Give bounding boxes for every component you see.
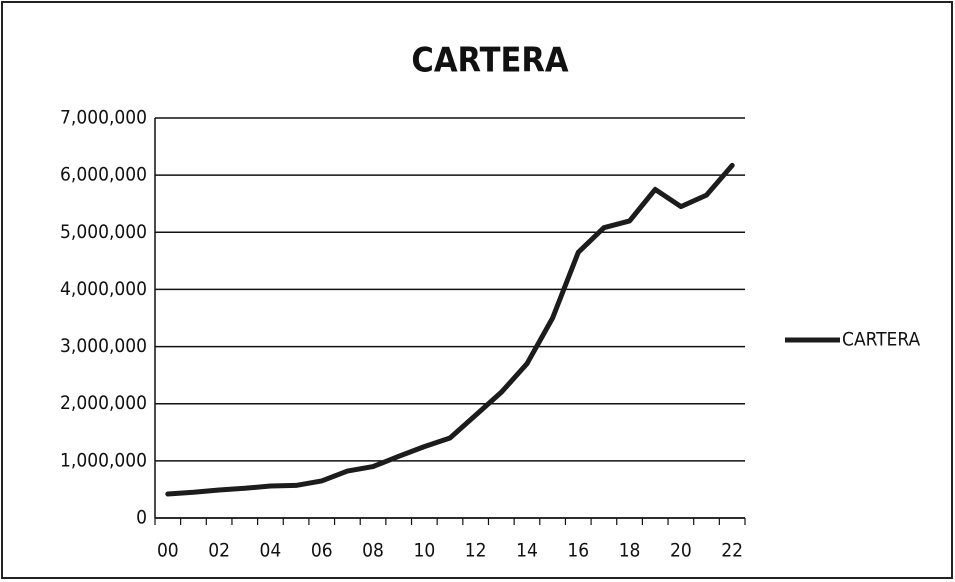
x-tick-label: 00: [157, 540, 179, 562]
x-tick-label: 12: [465, 540, 487, 562]
x-tick-label: 06: [311, 540, 333, 562]
y-tick-label: 6,000,000: [60, 164, 147, 186]
y-tick-label: 0: [136, 507, 147, 529]
x-tick-label: 04: [260, 540, 282, 562]
x-tick-label: 20: [670, 540, 692, 562]
x-tick-label: 22: [721, 540, 743, 562]
y-tick-label: 5,000,000: [60, 221, 147, 243]
chart-title: CARTERA: [411, 41, 568, 81]
y-tick-label: 3,000,000: [60, 335, 147, 357]
x-tick-label: 10: [413, 540, 435, 562]
y-tick-label: 1,000,000: [60, 449, 147, 471]
y-tick-label: 2,000,000: [60, 392, 147, 414]
x-tick-label: 02: [208, 540, 230, 562]
x-tick-label: 14: [516, 540, 538, 562]
x-tick-label: 16: [567, 540, 589, 562]
x-tick-label: 18: [619, 540, 641, 562]
data-line: [165, 162, 735, 497]
x-tick-label: 08: [362, 540, 384, 562]
legend-label: CARTERA: [842, 329, 920, 351]
y-tick-label: 4,000,000: [60, 278, 147, 300]
y-tick-label: 7,000,000: [60, 107, 147, 129]
